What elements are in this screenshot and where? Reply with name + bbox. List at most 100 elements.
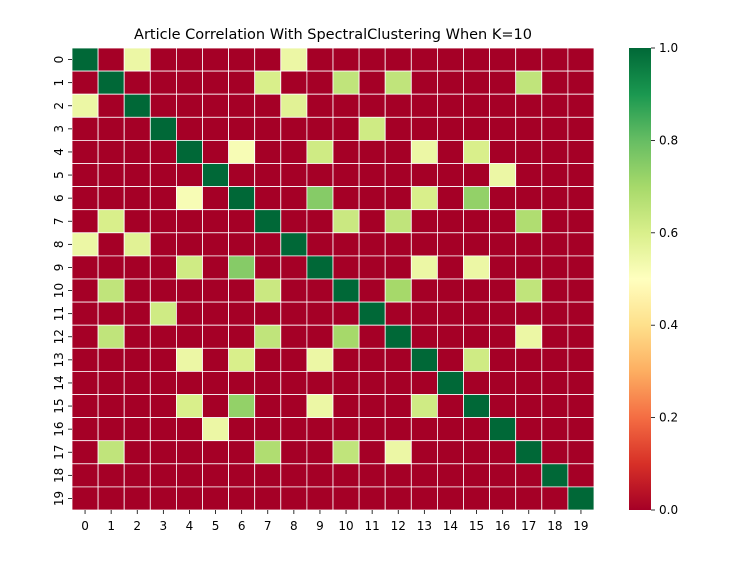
heatmap-cell [332, 116, 360, 141]
heatmap-cell [71, 186, 99, 211]
heatmap-cell [97, 255, 125, 280]
heatmap-cell [202, 47, 230, 72]
heatmap-cell [202, 370, 230, 395]
heatmap-cell [254, 139, 282, 164]
heatmap-cell [97, 440, 125, 465]
heatmap-cell [358, 93, 386, 118]
heatmap-cell [410, 232, 438, 257]
heatmap-cell [332, 255, 360, 280]
heatmap-cell [280, 394, 308, 419]
heatmap-cell [541, 440, 569, 465]
heatmap-cell [228, 116, 256, 141]
heatmap-cell [280, 347, 308, 372]
heatmap-cell [175, 347, 203, 372]
x-tick-label: 7 [264, 519, 272, 533]
heatmap-cell [358, 347, 386, 372]
heatmap-cell [280, 93, 308, 118]
heatmap-cell [280, 301, 308, 326]
heatmap-cell [71, 347, 99, 372]
heatmap-cell [228, 255, 256, 280]
x-tick-label: 11 [365, 519, 380, 533]
heatmap-cell [436, 232, 464, 257]
heatmap-cell [410, 417, 438, 442]
heatmap-cell [254, 486, 282, 511]
heatmap-cell [410, 486, 438, 511]
heatmap-cell [541, 301, 569, 326]
x-tick-label: 16 [495, 519, 510, 533]
x-tick-label: 19 [573, 519, 588, 533]
heatmap-cell [332, 417, 360, 442]
heatmap-cell [384, 417, 412, 442]
heatmap-cell [515, 394, 543, 419]
heatmap-cell [123, 440, 151, 465]
heatmap-cell [123, 394, 151, 419]
heatmap-cell [489, 440, 517, 465]
heatmap-cell [489, 139, 517, 164]
heatmap-cell [71, 209, 99, 234]
heatmap-cell [123, 186, 151, 211]
heatmap-cell [384, 463, 412, 488]
heatmap-cell [410, 440, 438, 465]
heatmap-cell [254, 232, 282, 257]
heatmap-cell [175, 324, 203, 349]
heatmap-cell [280, 70, 308, 95]
heatmap-cell [332, 394, 360, 419]
heatmap-cell [254, 47, 282, 72]
heatmap-cell [280, 463, 308, 488]
heatmap-cell [254, 255, 282, 280]
heatmap-cell [202, 93, 230, 118]
heatmap-cell [541, 47, 569, 72]
x-tick-label: 15 [469, 519, 484, 533]
heatmap-cell [567, 255, 595, 280]
heatmap-cell [332, 232, 360, 257]
heatmap-cell [149, 278, 177, 303]
heatmap-cell [489, 255, 517, 280]
heatmap-cell [202, 139, 230, 164]
heatmap-cell [97, 232, 125, 257]
heatmap-cell [97, 394, 125, 419]
heatmap-cell [358, 209, 386, 234]
heatmap-cell [254, 417, 282, 442]
x-tick-label: 17 [521, 519, 536, 533]
heatmap-cell [280, 278, 308, 303]
heatmap-cell [123, 139, 151, 164]
heatmap-cell [358, 486, 386, 511]
chart-title: Article Correlation With SpectralCluster… [134, 27, 532, 43]
heatmap-cell [71, 116, 99, 141]
heatmap-cell [175, 486, 203, 511]
heatmap-cell [71, 232, 99, 257]
heatmap-cell [410, 324, 438, 349]
heatmap-cell [541, 255, 569, 280]
heatmap-cell [515, 324, 543, 349]
heatmap-cell [254, 70, 282, 95]
heatmap-cell [332, 486, 360, 511]
heatmap-cell [358, 394, 386, 419]
heatmap-cell [515, 370, 543, 395]
heatmap-cell [489, 417, 517, 442]
heatmap-cell [436, 93, 464, 118]
x-tick-label: 4 [186, 519, 194, 533]
heatmap-cell [567, 116, 595, 141]
heatmap-cell [254, 186, 282, 211]
heatmap-cell [228, 463, 256, 488]
heatmap-cell [463, 93, 491, 118]
heatmap-cell [463, 232, 491, 257]
heatmap-cell [228, 324, 256, 349]
heatmap-cell [123, 417, 151, 442]
heatmap-cell [97, 163, 125, 188]
colorbar-tick-label: 0.6 [659, 226, 678, 240]
heatmap-cell [436, 255, 464, 280]
heatmap-cell [567, 394, 595, 419]
heatmap-cell [228, 301, 256, 326]
x-tick-label: 13 [417, 519, 432, 533]
heatmap-cell [332, 70, 360, 95]
heatmap-cell [123, 347, 151, 372]
x-tick-label: 1 [107, 519, 115, 533]
heatmap-cell [358, 324, 386, 349]
heatmap-cell [254, 93, 282, 118]
heatmap-cell [306, 47, 334, 72]
heatmap-cell [202, 486, 230, 511]
heatmap-cell [541, 417, 569, 442]
heatmap-cell [97, 347, 125, 372]
heatmap-cell [280, 47, 308, 72]
